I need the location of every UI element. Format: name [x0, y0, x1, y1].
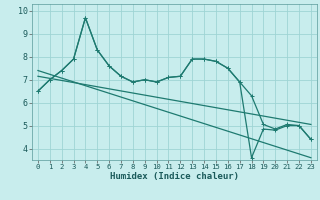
X-axis label: Humidex (Indice chaleur): Humidex (Indice chaleur) — [110, 172, 239, 181]
